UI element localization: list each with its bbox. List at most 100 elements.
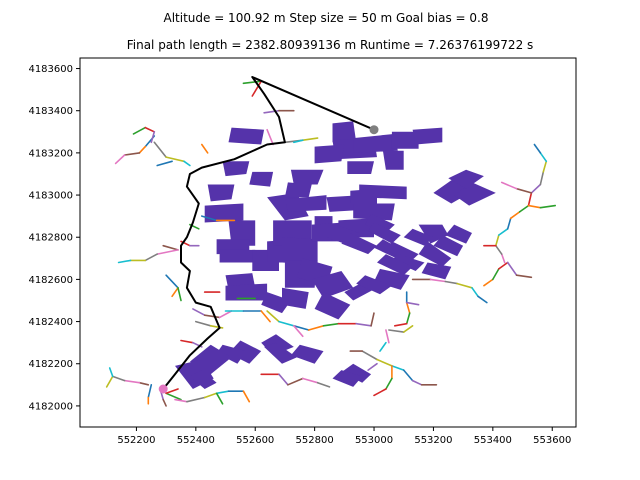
y-tick-label-0: 4182000 [28, 401, 73, 412]
obstacle-20 [314, 292, 351, 320]
tree-edge-84 [411, 379, 423, 386]
obstacle-17 [282, 287, 309, 309]
obstacle-45 [433, 235, 464, 257]
tree-edge-89 [379, 341, 387, 352]
tree-edge-56 [174, 398, 188, 403]
obstacle-65 [264, 342, 297, 364]
tree-edge-110 [506, 217, 512, 230]
tree-edge-7 [153, 141, 167, 158]
tree-edge-57 [186, 396, 206, 403]
tree-edge-55 [162, 398, 167, 407]
goal-marker [369, 125, 379, 135]
markers-layer [158, 125, 379, 394]
x-tick-label-7: 553600 [533, 435, 571, 446]
tree-edge-59 [215, 390, 230, 395]
obstacle-10 [261, 292, 291, 314]
x-tick-label-4: 553000 [355, 435, 393, 446]
tree-edge-48 [105, 375, 114, 388]
tree-edge-87 [388, 329, 405, 333]
obstacle-59 [341, 363, 372, 383]
tree-edge-120 [533, 143, 542, 154]
y-tick-label-2: 4182400 [28, 317, 73, 328]
obstacle-55 [382, 150, 404, 170]
tree-edge-2 [132, 126, 147, 135]
x-tick-label-6: 553400 [474, 435, 512, 446]
tree-edge-124 [367, 362, 378, 371]
tree-edge-36 [218, 310, 233, 319]
tree-edge-121 [527, 204, 542, 209]
y-tick-label-6: 4183200 [28, 148, 73, 159]
tree-edge-64 [278, 373, 289, 386]
tree-edge-99 [471, 286, 479, 298]
tree-edge-67 [316, 381, 331, 388]
tree-edge-69 [278, 320, 295, 327]
y-tick-label-5: 4183000 [28, 191, 73, 202]
tree-edge-18 [301, 137, 319, 141]
obstacle-44 [418, 241, 452, 267]
tree-edge-91 [405, 301, 411, 314]
obstacle-38 [391, 254, 425, 271]
tree-edge-109 [497, 228, 509, 236]
tree-edge-12 [242, 80, 263, 85]
tree-edge-25 [162, 244, 179, 251]
tree-edge-79 [391, 365, 405, 371]
tree-edge-62 [215, 392, 224, 405]
tree-edge-86 [385, 329, 390, 344]
tree-edge-76 [292, 324, 304, 338]
tree-edge-66 [301, 377, 319, 384]
tree-edge-111 [509, 211, 521, 220]
y-tick-label-3: 4182600 [28, 275, 73, 286]
tree-edge-70 [292, 324, 310, 331]
tree-edge-88 [402, 324, 414, 333]
x-tick-label-1: 552400 [177, 435, 215, 446]
obstacle-47 [421, 262, 452, 280]
obstacle-7 [219, 249, 256, 263]
tree-edge-58 [203, 392, 218, 399]
tree-edge-61 [242, 390, 251, 403]
tree-edge-96 [429, 278, 447, 283]
tree-edge-53 [165, 388, 179, 395]
tree-edge-10 [156, 160, 173, 167]
obstacle-40 [356, 275, 392, 295]
obstacle-53 [314, 144, 345, 164]
chart-title-line-1: Altitude = 100.92 m Step size = 50 m Goa… [163, 11, 488, 25]
obstacle-29 [353, 203, 395, 221]
obstacle-22 [284, 195, 327, 212]
tree-edge-38 [209, 324, 224, 329]
tree-edge-101 [483, 278, 494, 287]
tree-edge-14 [263, 109, 280, 114]
obstacle-60 [332, 370, 363, 387]
tree-edge-43 [180, 339, 194, 344]
obstacle-43 [403, 228, 434, 246]
tree-edge-117 [539, 171, 545, 186]
final-path [162, 76, 375, 390]
tree-edge-34 [192, 308, 206, 317]
tree-edge-93 [393, 322, 408, 327]
tree-edge-45 [138, 381, 150, 386]
tree-edge-49 [108, 367, 114, 378]
tree-edge-75 [370, 312, 375, 327]
tree-edge-97 [444, 280, 459, 285]
tree-edge-71 [307, 324, 325, 331]
tree-edge-50 [147, 383, 153, 399]
obstacle-32 [365, 214, 395, 233]
tree-edge-11 [201, 143, 209, 154]
tree-edge-122 [539, 204, 557, 209]
tree-edge-1 [138, 145, 147, 154]
tree-edge-31 [171, 286, 179, 298]
tree-edge-30 [165, 274, 179, 289]
tree-edge-115 [515, 187, 533, 194]
start-marker [158, 384, 168, 394]
obstacle-4 [204, 203, 244, 223]
tree-edge-78 [376, 358, 393, 367]
plot-frame [79, 57, 577, 428]
tree-edge-68 [266, 310, 280, 323]
y-axis-ticks: 4182000 4182200 4182400 4182600 4182800 41830… [28, 64, 80, 412]
obstacle-35 [368, 222, 401, 244]
tree-edge-32 [177, 286, 182, 302]
tree-edge-6 [114, 154, 126, 165]
tree-edge-100 [477, 295, 488, 304]
y-tick-label-4: 4182800 [28, 233, 73, 244]
tree-edge-9 [183, 160, 191, 167]
